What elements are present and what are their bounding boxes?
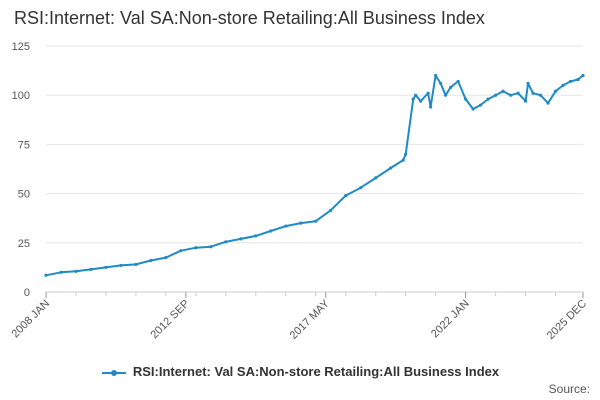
gridlines (46, 45, 583, 293)
data-point[interactable] (239, 237, 243, 241)
y-tick-label: 25 (18, 238, 30, 250)
data-point[interactable] (486, 97, 490, 101)
source-label: Source: (548, 382, 590, 396)
chart-title: RSI:Internet: Val SA:Non-store Retailing… (14, 8, 485, 28)
data-point[interactable] (119, 263, 123, 268)
legend-swatch (101, 369, 126, 376)
data-point[interactable] (269, 229, 273, 233)
x-tick-label: 2012 SEP (148, 298, 192, 342)
data-point[interactable] (471, 107, 475, 111)
data-point[interactable] (546, 101, 550, 105)
data-point[interactable] (404, 152, 408, 156)
data-point[interactable] (411, 97, 415, 101)
x-tick-label: 2022 JAN (429, 298, 472, 341)
data-point[interactable] (531, 91, 535, 95)
data-point[interactable] (426, 91, 430, 95)
data-point[interactable] (526, 81, 530, 85)
data-point[interactable] (389, 166, 393, 170)
data-point[interactable] (508, 93, 513, 97)
data-point[interactable] (456, 79, 460, 84)
data-point[interactable] (581, 73, 585, 78)
data-point[interactable] (576, 77, 580, 82)
data-point[interactable] (449, 85, 453, 89)
data-point[interactable] (516, 91, 520, 95)
data-point[interactable] (538, 93, 543, 97)
series-layer (44, 73, 585, 277)
data-point[interactable] (44, 273, 48, 277)
legend[interactable]: RSI:Internet: Val SA:Non-store Retailing… (0, 364, 600, 379)
data-point[interactable] (478, 103, 483, 107)
data-point[interactable] (194, 246, 198, 250)
data-point[interactable] (224, 240, 228, 244)
data-point[interactable] (344, 193, 348, 198)
data-point[interactable] (74, 269, 78, 273)
data-point[interactable] (164, 255, 168, 260)
data-point[interactable] (359, 186, 363, 190)
legend-label: RSI:Internet: Val SA:Non-store Retailing… (132, 364, 500, 379)
y-tick-label: 0 (24, 287, 30, 299)
data-point[interactable] (254, 234, 258, 238)
data-point[interactable] (401, 158, 405, 162)
series-line[interactable] (45, 74, 584, 277)
data-point[interactable] (464, 97, 468, 101)
y-tick-label: 75 (18, 139, 30, 151)
data-point[interactable] (299, 221, 303, 225)
data-point[interactable] (329, 208, 333, 212)
data-point[interactable] (439, 81, 443, 85)
data-point[interactable] (104, 265, 108, 269)
y-tick-label: 125 (12, 41, 30, 53)
data-point[interactable] (374, 176, 378, 180)
x-tick-label: 2008 JAN (9, 298, 52, 341)
data-point[interactable] (209, 245, 213, 249)
data-point[interactable] (523, 99, 528, 103)
data-point[interactable] (179, 249, 183, 253)
x-tick-label: 2017 MAY (288, 297, 333, 342)
data-point[interactable] (284, 224, 288, 228)
data-point[interactable] (314, 219, 318, 223)
y-tick-label: 100 (12, 90, 30, 102)
x-tick-label: 2025 DEC (545, 298, 589, 342)
data-point[interactable] (561, 83, 565, 87)
data-point[interactable] (419, 99, 423, 103)
y-axis: 0 25 50 75 100 125 (12, 41, 30, 299)
data-point[interactable] (59, 270, 63, 274)
data-point[interactable] (414, 93, 418, 97)
data-point[interactable] (134, 262, 138, 267)
data-point[interactable] (444, 93, 448, 97)
data-point[interactable] (149, 258, 153, 263)
data-point[interactable] (434, 73, 438, 78)
data-point[interactable] (501, 89, 505, 93)
y-tick-label: 50 (18, 189, 30, 201)
data-point[interactable] (493, 93, 498, 97)
data-point[interactable] (429, 105, 433, 109)
data-point[interactable] (553, 89, 558, 93)
data-point[interactable] (89, 267, 93, 271)
data-point[interactable] (568, 79, 573, 84)
x-axis: 2008 JAN 2012 SEP 2017 MAY 2022 JAN 2025 DEC (9, 292, 589, 342)
